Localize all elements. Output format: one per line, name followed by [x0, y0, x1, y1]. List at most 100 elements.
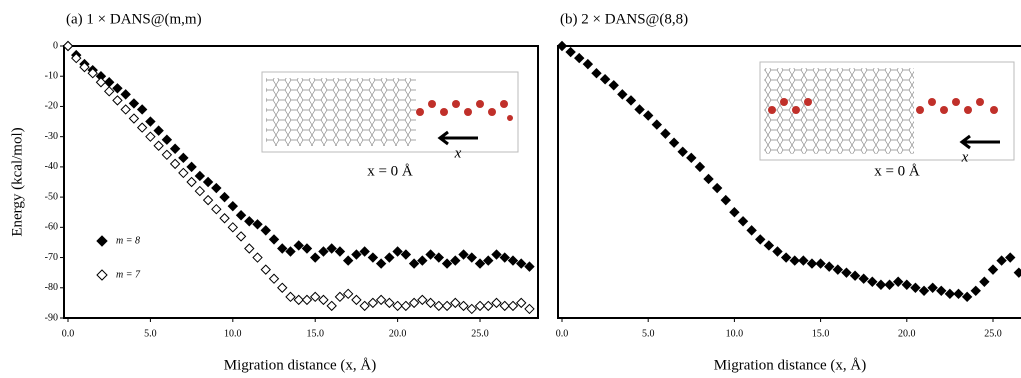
marker	[154, 141, 163, 150]
marker	[228, 202, 237, 211]
marker	[484, 301, 493, 310]
marker	[319, 295, 328, 304]
marker	[162, 135, 171, 144]
marker	[988, 265, 997, 274]
marker	[129, 99, 138, 108]
marker	[187, 178, 196, 187]
marker	[739, 217, 748, 226]
chart-title: (b) 2 × DANS@(8,8)	[560, 11, 688, 27]
marker	[220, 193, 229, 202]
legend-label: m = 8	[116, 235, 140, 246]
marker	[885, 280, 894, 289]
marker	[261, 226, 270, 235]
marker	[121, 90, 130, 99]
marker	[517, 259, 526, 268]
marker	[807, 259, 816, 268]
marker	[825, 262, 834, 271]
marker	[278, 244, 287, 253]
marker	[443, 301, 452, 310]
marker	[270, 274, 279, 283]
marker	[171, 159, 180, 168]
marker	[385, 253, 394, 262]
legend-marker	[97, 236, 107, 246]
marker	[635, 105, 644, 114]
marker	[756, 235, 765, 244]
marker	[894, 277, 903, 286]
marker	[764, 241, 773, 250]
marker	[311, 292, 320, 301]
marker	[204, 196, 213, 205]
marker	[96, 78, 105, 87]
marker	[459, 250, 468, 259]
chart-title: (a) 1 × DANS@(m,m)	[66, 11, 202, 27]
marker	[302, 244, 311, 253]
marker	[434, 253, 443, 262]
marker	[661, 129, 670, 138]
marker	[525, 304, 534, 313]
x-tick-label: 0.0	[556, 328, 569, 339]
inset-a	[262, 72, 518, 152]
marker	[790, 256, 799, 265]
marker	[335, 292, 344, 301]
marker	[687, 153, 696, 162]
marker	[678, 147, 687, 156]
marker	[492, 250, 501, 259]
legend-label: m = 7	[116, 269, 141, 280]
marker	[799, 256, 808, 265]
y-tick-label: -10	[45, 71, 58, 82]
marker	[971, 286, 980, 295]
x-axis-label: Migration distance (x, Å)	[224, 357, 376, 373]
marker	[344, 256, 353, 265]
y-axis-label: Energy (kcal/mol)	[9, 127, 25, 236]
marker	[451, 256, 460, 265]
marker	[418, 256, 427, 265]
marker	[484, 256, 493, 265]
marker	[601, 75, 610, 84]
marker	[920, 286, 929, 295]
marker	[500, 253, 509, 262]
marker	[467, 304, 476, 313]
marker	[377, 259, 386, 268]
marker	[583, 60, 592, 69]
marker	[352, 250, 361, 259]
marker	[467, 253, 476, 262]
marker	[876, 280, 885, 289]
nanotube	[764, 68, 914, 154]
marker	[278, 283, 287, 292]
marker	[286, 247, 295, 256]
marker	[286, 292, 295, 301]
marker	[713, 184, 722, 193]
arrow-label: x	[454, 145, 462, 161]
marker	[129, 114, 138, 123]
marker	[195, 187, 204, 196]
marker	[443, 259, 452, 268]
marker	[1006, 253, 1015, 262]
marker	[385, 298, 394, 307]
marker	[704, 174, 713, 183]
marker	[575, 54, 584, 63]
x-tick-label: 10.0	[224, 328, 242, 339]
figure: (a) 1 × DANS@(m,m) Migration distance (x,…	[0, 0, 1021, 378]
marker	[270, 235, 279, 244]
y-tick-label: 0	[53, 40, 58, 51]
marker	[937, 286, 946, 295]
marker	[179, 153, 188, 162]
marker	[721, 196, 730, 205]
marker	[1014, 268, 1021, 277]
y-tick-label: -90	[45, 312, 58, 323]
marker	[377, 295, 386, 304]
marker	[401, 250, 410, 259]
marker	[261, 265, 270, 274]
marker	[652, 120, 661, 129]
marker	[162, 150, 171, 159]
x-tick-label: 25.0	[984, 328, 1002, 339]
arrow-label: x	[961, 149, 969, 165]
marker	[410, 259, 419, 268]
nanotube	[266, 78, 416, 146]
marker	[517, 298, 526, 307]
marker	[245, 217, 254, 226]
y-tick-label: -30	[45, 131, 58, 142]
marker	[195, 171, 204, 180]
x-tick-label: 10.0	[726, 328, 744, 339]
x-tick-label: 5.0	[642, 328, 655, 339]
